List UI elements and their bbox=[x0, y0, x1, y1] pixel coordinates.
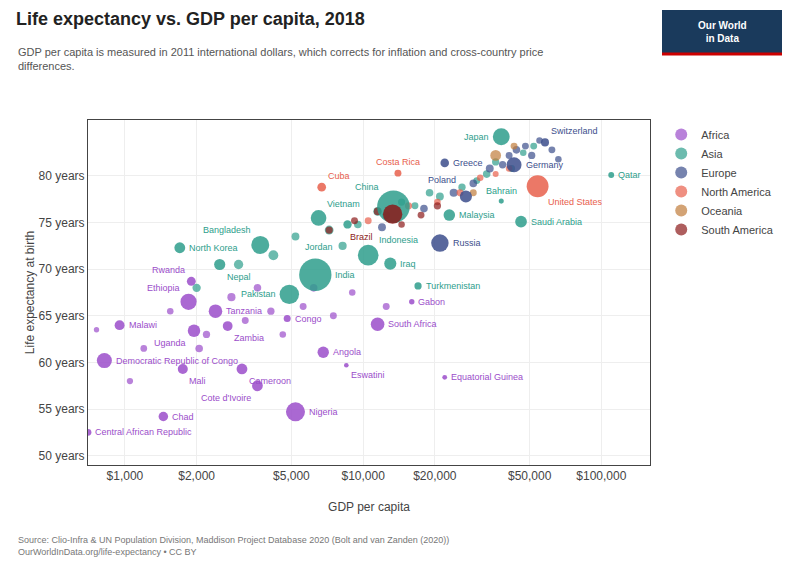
svg-text:Russia: Russia bbox=[453, 238, 481, 248]
svg-text:South America: South America bbox=[701, 224, 773, 236]
svg-text:Tanzania: Tanzania bbox=[226, 306, 262, 316]
svg-text:80 years: 80 years bbox=[39, 169, 85, 183]
svg-text:Life expectancy vs. GDP per ca: Life expectancy vs. GDP per capita, 2018 bbox=[16, 9, 365, 29]
svg-text:Qatar: Qatar bbox=[618, 170, 641, 180]
svg-text:Europe: Europe bbox=[701, 167, 736, 179]
svg-text:$5,000: $5,000 bbox=[273, 469, 310, 483]
svg-text:Mali: Mali bbox=[189, 376, 206, 386]
svg-text:Brazil: Brazil bbox=[350, 232, 373, 242]
svg-text:55 years: 55 years bbox=[39, 402, 85, 416]
svg-text:Eswatini: Eswatini bbox=[351, 370, 385, 380]
svg-text:70 years: 70 years bbox=[39, 262, 85, 276]
svg-text:Chad: Chad bbox=[172, 412, 194, 422]
svg-text:Pakistan: Pakistan bbox=[241, 289, 276, 299]
svg-text:North America: North America bbox=[701, 186, 772, 198]
svg-text:Japan: Japan bbox=[464, 132, 489, 142]
svg-text:Uganda: Uganda bbox=[154, 338, 186, 348]
svg-text:Switzerland: Switzerland bbox=[551, 126, 598, 136]
svg-text:China: China bbox=[355, 182, 379, 192]
svg-text:$1,000: $1,000 bbox=[107, 469, 144, 483]
svg-text:Congo: Congo bbox=[295, 314, 322, 324]
svg-text:Zambia: Zambia bbox=[234, 333, 264, 343]
svg-text:$10,000: $10,000 bbox=[341, 469, 385, 483]
svg-text:Vietnam: Vietnam bbox=[327, 199, 360, 209]
svg-text:Bahrain: Bahrain bbox=[486, 186, 517, 196]
svg-text:60 years: 60 years bbox=[39, 356, 85, 370]
svg-text:Gabon: Gabon bbox=[418, 297, 445, 307]
svg-text:Cuba: Cuba bbox=[328, 171, 350, 181]
svg-text:$2,000: $2,000 bbox=[178, 469, 215, 483]
svg-text:Saudi Arabia: Saudi Arabia bbox=[531, 217, 582, 227]
svg-text:Democratic Republic of Congo: Democratic Republic of Congo bbox=[116, 356, 238, 366]
svg-text:Jordan: Jordan bbox=[305, 242, 333, 252]
svg-text:50 years: 50 years bbox=[39, 449, 85, 463]
svg-text:GDP per capita is measured in: GDP per capita is measured in 2011 inter… bbox=[18, 46, 543, 72]
svg-text:Iraq: Iraq bbox=[400, 259, 416, 269]
svg-text:Angola: Angola bbox=[333, 347, 361, 357]
svg-text:Malawi: Malawi bbox=[129, 320, 157, 330]
svg-text:Costa Rica: Costa Rica bbox=[376, 157, 420, 167]
svg-text:Central African Republic: Central African Republic bbox=[95, 427, 192, 437]
svg-text:Our Worldin Data: Our Worldin Data bbox=[698, 20, 747, 44]
svg-text:Indonesia: Indonesia bbox=[379, 235, 418, 245]
svg-text:Nigeria: Nigeria bbox=[309, 407, 338, 417]
svg-text:Nepal: Nepal bbox=[227, 272, 251, 282]
svg-text:$20,000: $20,000 bbox=[413, 469, 457, 483]
svg-text:Rwanda: Rwanda bbox=[152, 265, 185, 275]
svg-text:Asia: Asia bbox=[701, 148, 723, 160]
svg-text:North Korea: North Korea bbox=[189, 243, 238, 253]
svg-text:South Africa: South Africa bbox=[388, 319, 437, 329]
svg-text:75 years: 75 years bbox=[39, 216, 85, 230]
svg-text:Africa: Africa bbox=[701, 129, 730, 141]
svg-text:65 years: 65 years bbox=[39, 309, 85, 323]
svg-text:Oceania: Oceania bbox=[701, 205, 743, 217]
svg-text:Source: Clio-Infra & UN Popula: Source: Clio-Infra & UN Population Divis… bbox=[18, 535, 449, 557]
svg-text:Life expectancy at birth: Life expectancy at birth bbox=[23, 231, 37, 354]
svg-text:Ethiopia: Ethiopia bbox=[147, 283, 180, 293]
svg-text:Malaysia: Malaysia bbox=[459, 210, 495, 220]
svg-text:Cameroon: Cameroon bbox=[249, 376, 291, 386]
svg-text:United States: United States bbox=[548, 197, 603, 207]
svg-text:Bangladesh: Bangladesh bbox=[203, 225, 251, 235]
svg-text:Turkmenistan: Turkmenistan bbox=[426, 281, 480, 291]
svg-text:Equatorial Guinea: Equatorial Guinea bbox=[451, 372, 523, 382]
svg-text:India: India bbox=[335, 270, 355, 280]
svg-text:Cote d'Ivoire: Cote d'Ivoire bbox=[201, 393, 251, 403]
svg-text:Greece: Greece bbox=[453, 158, 483, 168]
svg-text:GDP per capita: GDP per capita bbox=[328, 500, 410, 514]
svg-text:Germany: Germany bbox=[526, 160, 564, 170]
svg-text:Poland: Poland bbox=[428, 175, 456, 185]
svg-text:$50,000: $50,000 bbox=[508, 469, 552, 483]
svg-text:$100,000: $100,000 bbox=[576, 469, 626, 483]
